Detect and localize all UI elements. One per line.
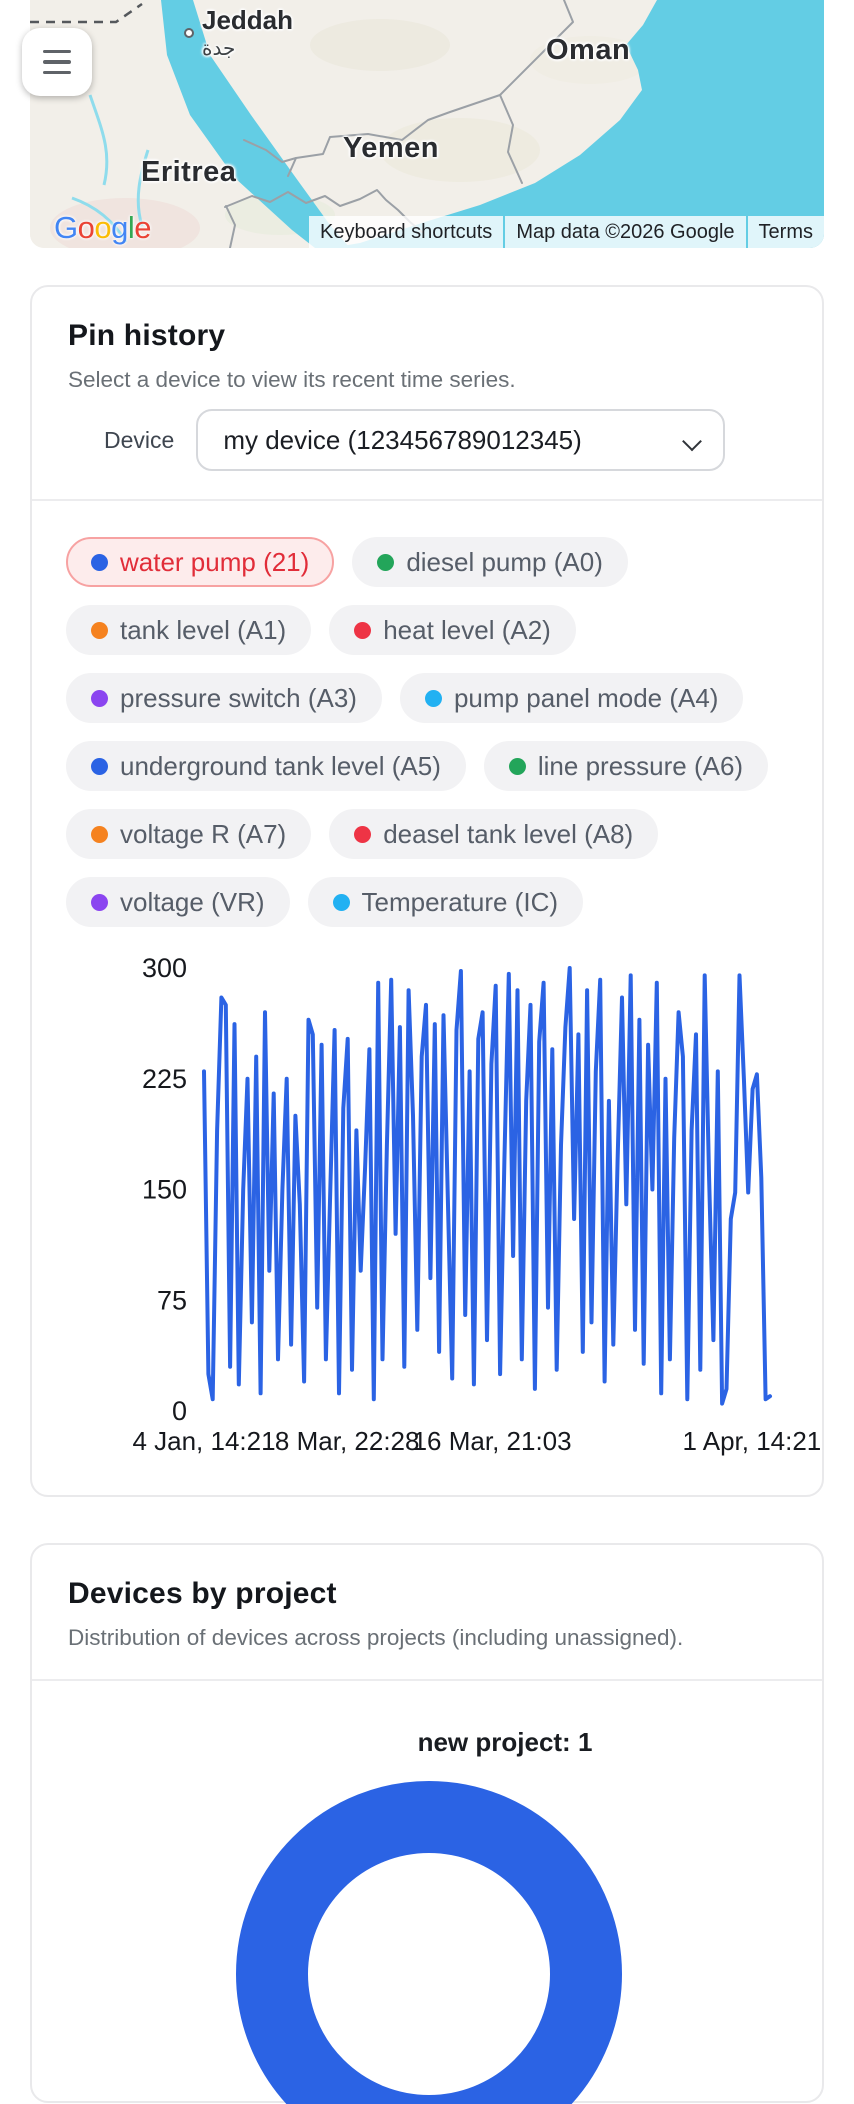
pin-chip-label: pressure switch (A3) [120, 682, 357, 713]
device-select-value: my device (123456789012345) [223, 424, 582, 455]
pin-color-dot [91, 553, 108, 571]
pin-color-dot [91, 621, 108, 639]
pin-chip-label: water pump (21) [120, 546, 310, 577]
pin-chip[interactable]: deasel tank level (A8) [329, 809, 659, 859]
map-attribution-bar: Keyboard shortcuts Map data ©2026 Google… [308, 216, 824, 248]
pin-chip-list: water pump (21) diesel pump (A0) tank leve… [32, 501, 822, 927]
google-logo-letter: l [127, 210, 135, 245]
pin-color-dot [424, 689, 442, 707]
map-label-oman: Oman [546, 34, 631, 66]
donut-chart [236, 1781, 622, 2104]
pin-chip[interactable]: pump panel mode (A4) [399, 673, 744, 723]
card-divider [32, 499, 822, 501]
x-axis-tick: 1 Apr, 14:21 [682, 1426, 821, 1456]
pin-color-dot [91, 893, 108, 911]
pin-color-dot [377, 553, 395, 571]
pin-chip[interactable]: voltage (VR) [66, 877, 290, 927]
map-label-eritrea: Eritrea [141, 156, 237, 188]
pin-chip-label: Temperature (IC) [361, 886, 559, 917]
pin-history-card: Pin history Select a device to view its … [30, 285, 824, 1497]
keyboard-shortcuts-button[interactable]: Keyboard shortcuts [308, 216, 504, 248]
y-axis-tick: 225 [142, 1064, 187, 1094]
pin-chip[interactable]: tank level (A1) [66, 605, 312, 655]
y-axis-tick: 0 [172, 1396, 187, 1426]
pin-chip[interactable]: pressure switch (A3) [66, 673, 382, 723]
pin-chip-label: voltage (VR) [120, 886, 265, 917]
devices-by-project-title: Devices by project [68, 1577, 337, 1610]
google-logo-letter: o [94, 210, 112, 245]
pin-history-title: Pin history [68, 319, 226, 352]
pin-chip[interactable]: heat level (A2) [329, 605, 576, 655]
google-map[interactable]: Jeddah جدة Oman Yemen Eritrea Google Key… [30, 0, 824, 248]
google-logo-letter: e [134, 210, 152, 245]
pin-color-dot [91, 689, 108, 707]
device-label: Device [104, 426, 175, 453]
y-axis-tick: 150 [142, 1175, 187, 1205]
devices-by-project-subtitle: Distribution of devices across projects … [68, 1625, 684, 1650]
pin-color-dot [508, 757, 526, 775]
x-axis-tick: 8 Mar, 22:28 [275, 1426, 420, 1456]
map-data-attribution: Map data ©2026 Google [505, 216, 746, 248]
donut-slice-label: new project: 1 [417, 1727, 593, 1757]
pin-color-dot [91, 825, 108, 843]
pin-chip[interactable]: line pressure (A6) [483, 741, 769, 791]
pin-history-chart: 0 75 150 225 300 4 Jan, 14:21 8 Mar, 22:28 16 M… [32, 927, 826, 1487]
pin-chip[interactable]: voltage R (A7) [66, 809, 312, 859]
map-label-jeddah: Jeddah [202, 5, 294, 35]
pin-chip[interactable]: diesel pump (A0) [352, 537, 628, 587]
pin-color-dot [354, 621, 372, 639]
menu-button[interactable] [22, 28, 92, 96]
pin-chip-label: voltage R (A7) [120, 818, 287, 849]
jeddah-marker [184, 28, 194, 38]
chevron-down-icon [683, 428, 703, 448]
pin-history-subtitle: Select a device to view its recent time … [68, 367, 516, 392]
google-logo-letter: o [77, 210, 95, 245]
y-axis-tick: 75 [157, 1285, 187, 1315]
terms-link[interactable]: Terms [747, 216, 824, 248]
pin-chip-label: underground tank level (A5) [120, 750, 441, 781]
map-terrain [30, 0, 824, 248]
google-logo-letter: G [54, 210, 78, 245]
pin-chip[interactable]: water pump (21) [66, 537, 335, 587]
line-series [202, 966, 772, 1406]
google-logo-letter: g [111, 210, 128, 245]
x-axis-tick: 16 Mar, 21:03 [413, 1426, 572, 1456]
pin-chip-label: deasel tank level (A8) [383, 818, 634, 849]
pin-chip-label: heat level (A2) [383, 614, 551, 645]
devices-by-project-card: Devices by project Distribution of devic… [30, 1543, 824, 2104]
pin-chip-label: diesel pump (A0) [406, 546, 603, 577]
pin-color-dot [332, 893, 350, 911]
y-axis-tick: 300 [142, 953, 187, 983]
pin-color-dot [91, 757, 108, 775]
map-label-jeddah-arabic: جدة [202, 38, 236, 60]
x-axis-tick: 4 Jan, 14:21 [132, 1426, 275, 1456]
pin-chip-label: line pressure (A6) [537, 750, 744, 781]
pin-chip[interactable]: Temperature (IC) [307, 877, 583, 927]
card-divider [32, 1679, 822, 1681]
device-select[interactable]: my device (123456789012345) [196, 409, 726, 471]
pin-color-dot [354, 825, 372, 843]
google-logo[interactable]: Google [54, 210, 152, 246]
pin-chip-label: pump panel mode (A4) [453, 682, 719, 713]
pin-chip[interactable]: underground tank level (A5) [66, 741, 466, 791]
pin-chip-label: tank level (A1) [120, 614, 287, 645]
map-label-yemen: Yemen [343, 132, 439, 164]
